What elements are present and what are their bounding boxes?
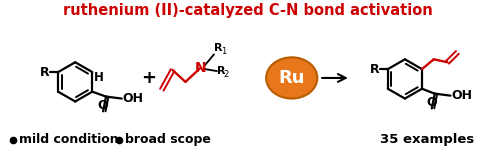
Text: R: R [217, 66, 226, 76]
FancyArrowPatch shape [322, 74, 345, 82]
Text: O: O [98, 99, 108, 112]
Text: broad scope: broad scope [126, 133, 212, 146]
Text: O: O [426, 96, 437, 109]
Text: 1: 1 [221, 47, 226, 56]
Text: H: H [94, 71, 104, 84]
Text: R: R [370, 63, 379, 76]
Text: R: R [214, 43, 222, 53]
Text: Ru: Ru [278, 69, 305, 87]
Text: +: + [142, 69, 156, 87]
Text: 2: 2 [224, 69, 229, 79]
Text: mild condition: mild condition [19, 133, 118, 146]
Text: N: N [194, 61, 206, 75]
Text: ruthenium (II)-catalyzed C-N bond activation: ruthenium (II)-catalyzed C-N bond activa… [62, 3, 432, 18]
Text: R: R [40, 66, 50, 79]
Ellipse shape [266, 57, 318, 99]
Text: OH: OH [123, 92, 144, 105]
Text: OH: OH [452, 89, 472, 102]
Text: 35 examples: 35 examples [380, 133, 474, 146]
